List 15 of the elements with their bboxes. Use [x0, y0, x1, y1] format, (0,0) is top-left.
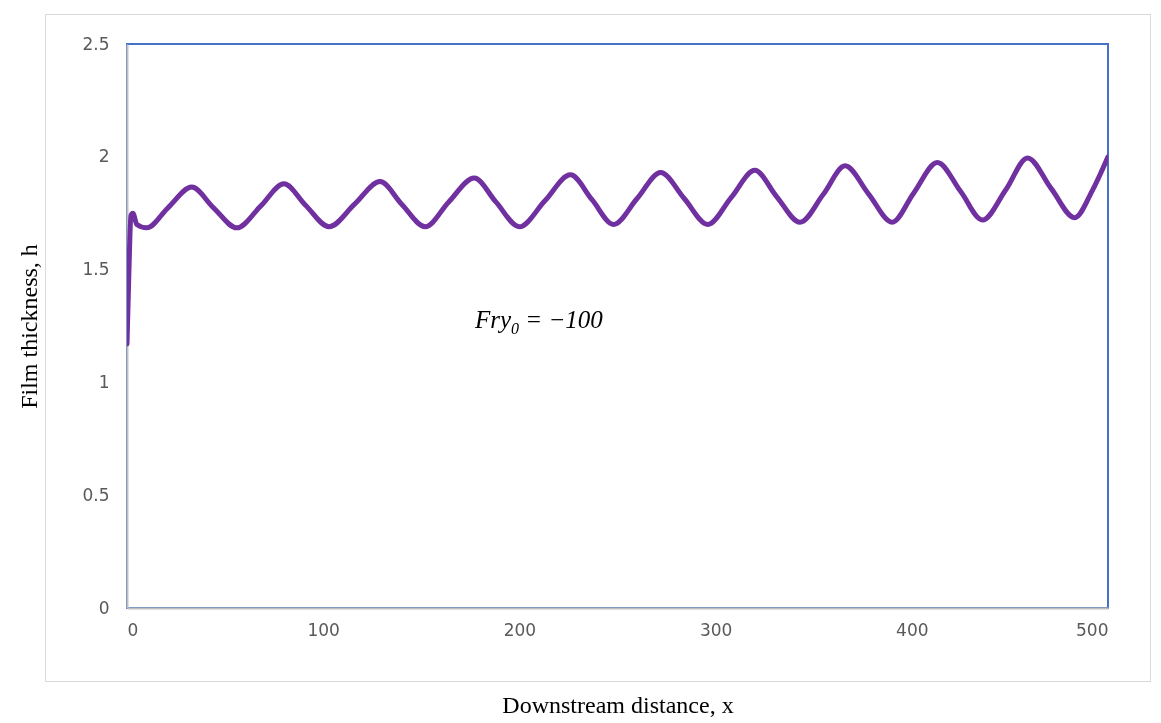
x-axis-title: Downstream distance, x [502, 691, 734, 718]
y-tick-label: 1 [98, 371, 110, 392]
x-tick-label: 100 [307, 619, 340, 640]
annotation: Fry$_{0}$ = −100 [475, 306, 603, 338]
y-tick-label: 2.5 [82, 33, 110, 54]
y-tick-label: 0 [98, 597, 110, 618]
y-axis-title: Film thickness, h [16, 244, 43, 409]
x-tick-label: 500 [1076, 619, 1109, 640]
x-tick-label: 200 [503, 619, 537, 640]
y-tick-label: 0.5 [82, 484, 110, 505]
x-tick-label: 300 [699, 619, 733, 640]
x-tick-label: 400 [896, 619, 929, 640]
y-tick-label: 2 [98, 146, 110, 167]
x-tick-label: 0 [127, 619, 139, 640]
y-tick-label: 1.5 [82, 259, 110, 280]
